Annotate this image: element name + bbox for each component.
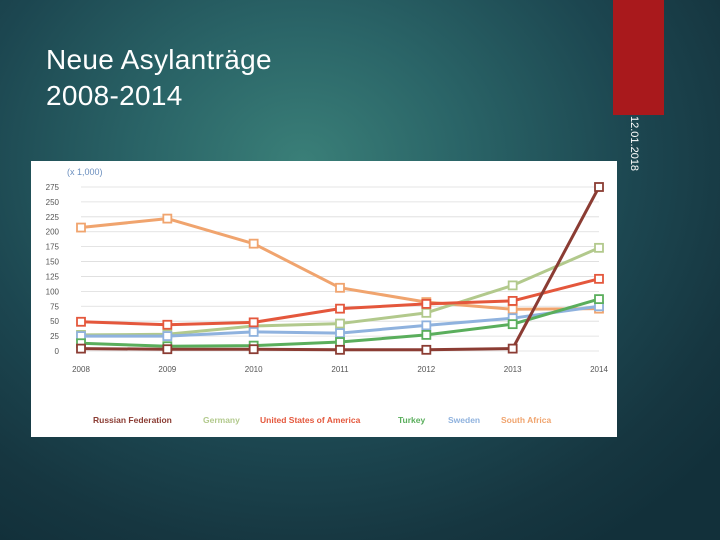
data-point	[335, 303, 345, 314]
x-tick-label: 2009	[158, 365, 176, 374]
x-tick-label: 2010	[245, 365, 263, 374]
data-point	[248, 327, 259, 337]
y-tick-label: 75	[50, 302, 59, 311]
y-tick-label: 200	[46, 228, 60, 237]
data-point	[76, 316, 86, 327]
y-tick-label: 225	[46, 213, 60, 222]
data-point	[335, 318, 345, 329]
data-point	[162, 213, 173, 224]
data-point	[594, 273, 604, 284]
data-point	[507, 343, 518, 354]
data-point	[594, 242, 604, 253]
data-point	[507, 296, 518, 306]
series-line	[80, 217, 600, 311]
slide-title: Neue Asylanträge 2008-2014	[46, 42, 272, 114]
chart-panel: (x 1,000) 0 25 50 75 100 125 150 175 200 225 250 275…	[31, 161, 617, 437]
data-point	[76, 222, 86, 233]
data-point	[507, 280, 518, 291]
unit-label: (x 1,000)	[67, 167, 103, 177]
x-tick-label: 2013	[504, 365, 522, 374]
data-point	[421, 344, 432, 355]
data-point	[248, 344, 259, 355]
title-line-2: 2008-2014	[46, 80, 183, 111]
data-point	[335, 328, 345, 339]
y-tick-label: 125	[46, 272, 60, 281]
data-point	[421, 298, 432, 309]
y-tick-label: 25	[50, 332, 59, 341]
x-tick-label: 2011	[331, 365, 349, 374]
data-point	[421, 329, 432, 340]
y-tick-label: 100	[46, 287, 60, 296]
y-tick-label: 275	[46, 183, 60, 192]
data-point	[162, 319, 173, 330]
data-point	[248, 317, 259, 328]
data-point	[335, 337, 345, 347]
data-point	[248, 238, 259, 249]
line-chart: (x 1,000) 0 25 50 75 100 125 150 175 200 225 250 275…	[46, 167, 609, 425]
data-point	[76, 343, 86, 354]
title-line-1: Neue Asylanträge	[46, 44, 272, 75]
y-tick-label: 50	[50, 317, 59, 326]
legend-entry: Turkey	[398, 415, 426, 425]
data-point	[594, 182, 604, 192]
y-tick-label: 250	[46, 198, 60, 207]
legend-entry: United States of America	[260, 415, 361, 425]
legend-entry: Germany	[203, 415, 240, 425]
data-point	[507, 304, 518, 315]
y-tick-label: 0	[55, 347, 60, 356]
data-point	[507, 319, 518, 330]
y-tick-label: 175	[46, 243, 60, 252]
data-point	[335, 344, 345, 355]
data-point	[594, 294, 604, 305]
slide-date: 12.01.2018	[628, 116, 640, 172]
x-tick-label: 2012	[417, 365, 435, 374]
accent-bar	[613, 0, 664, 115]
data-point	[162, 344, 173, 355]
data-point	[162, 331, 173, 341]
data-point	[421, 307, 432, 318]
legend-entry: South Africa	[501, 415, 551, 425]
legend-entry: Sweden	[448, 415, 480, 425]
data-point	[335, 282, 345, 293]
legend-entry: Russian Federation	[93, 415, 172, 425]
x-tick-label: 2008	[72, 365, 90, 374]
y-tick-label: 150	[46, 258, 60, 267]
data-point	[421, 320, 432, 331]
x-tick-label: 2014	[590, 365, 608, 374]
